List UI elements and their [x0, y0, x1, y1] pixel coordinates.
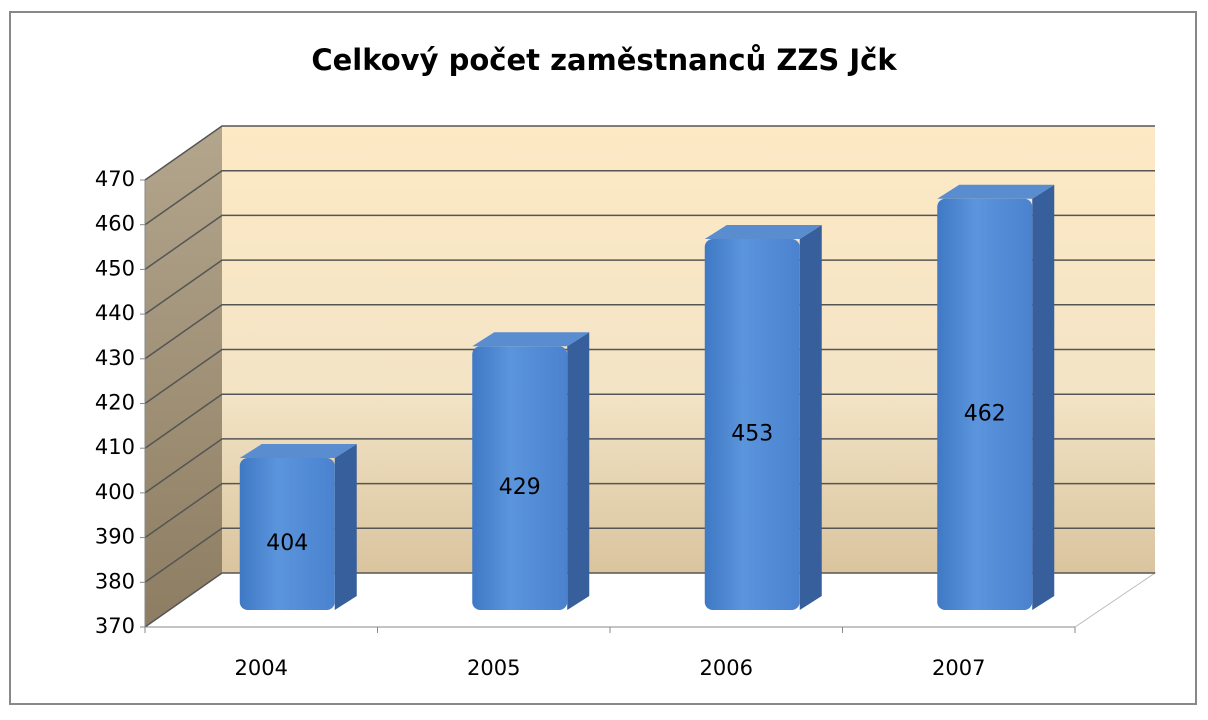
grid-line	[144, 572, 1155, 628]
grid-line	[144, 527, 1155, 583]
y-tick-label: 460	[95, 212, 135, 236]
y-tick-label: 400	[95, 480, 135, 504]
bar	[937, 198, 1033, 610]
grid-line	[144, 304, 1155, 360]
x-tick-label: 2005	[467, 656, 520, 680]
grid-line	[144, 393, 1155, 449]
y-tick-label: 370	[95, 614, 135, 638]
y-tick-label: 420	[95, 391, 135, 415]
value-label: 404	[266, 531, 308, 556]
x-tick-label: 2007	[932, 656, 985, 680]
x-tick-label: 2006	[700, 656, 753, 680]
bar-top	[937, 184, 1055, 199]
grid-line	[144, 438, 1155, 494]
value-label: 429	[499, 475, 541, 500]
bar-side	[799, 224, 822, 611]
bar-top	[704, 224, 822, 239]
bar	[472, 346, 568, 610]
grid-line	[144, 348, 1155, 405]
bar-side	[567, 332, 590, 610]
bar	[704, 238, 800, 611]
y-tick-label: 390	[95, 525, 135, 549]
y-tick-label: 470	[95, 167, 135, 191]
y-tick-label: 450	[95, 256, 135, 280]
bar-side	[1032, 184, 1055, 610]
y-tick-label: 410	[95, 435, 135, 459]
chart-title: Celkový počet zaměstnanců ZZS Jčk	[311, 43, 897, 77]
y-tick-label: 380	[95, 569, 135, 593]
grid-line	[144, 482, 1155, 539]
grid-line	[144, 214, 1155, 271]
bar	[239, 458, 335, 610]
grid-line	[144, 169, 1155, 226]
value-label: 453	[731, 421, 773, 446]
grid-line	[144, 125, 1155, 181]
bar-top	[472, 332, 590, 347]
x-tick-label: 2004	[235, 656, 288, 680]
bar-side	[334, 444, 357, 610]
value-label: 462	[964, 401, 1006, 426]
y-tick-label: 440	[95, 301, 135, 325]
grid-line	[144, 259, 1155, 315]
y-tick-label: 430	[95, 346, 135, 370]
bar-top	[239, 444, 357, 459]
